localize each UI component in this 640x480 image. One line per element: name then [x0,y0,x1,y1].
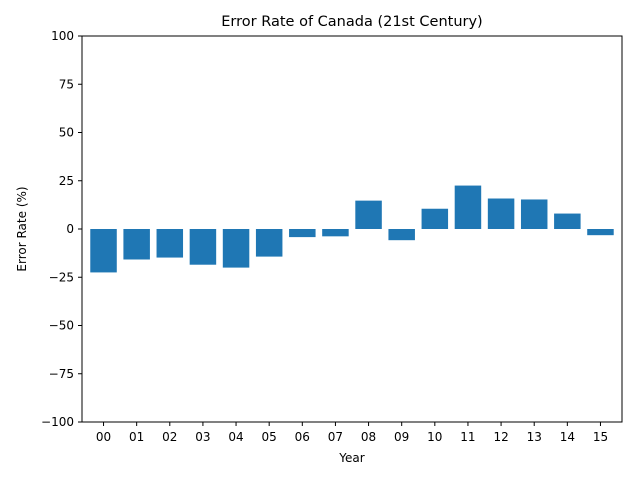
y-tick-label: −75 [49,367,74,381]
x-tick-label: 00 [96,430,111,444]
bar-15 [587,229,614,236]
y-axis-title: Error Rate (%) [15,186,29,271]
y-axis: 100 75 50 25 0 −25 −50 −75 −100 [41,29,82,429]
x-tick-label: 02 [162,430,177,444]
bar-06 [289,229,316,238]
x-tick-label: 03 [195,430,210,444]
bar-09 [388,229,415,241]
bar-13 [520,199,548,229]
x-tick-label: 09 [394,430,409,444]
bar-05 [255,229,283,257]
x-tick-label: 06 [295,430,310,444]
x-tick-label: 13 [527,430,542,444]
y-tick-label: −25 [49,270,74,284]
y-tick-label: 75 [59,77,74,91]
x-tick-label: 08 [361,430,376,444]
bar-07 [322,229,349,237]
x-tick-label: 05 [262,430,277,444]
bar-04 [222,229,250,268]
bar-01 [123,229,150,260]
x-tick-label: 04 [228,430,243,444]
bar-12 [487,198,515,229]
bar-14 [554,213,581,229]
bar-08 [355,200,382,229]
x-axis-title: Year [338,451,364,465]
y-tick-label: 100 [51,29,74,43]
x-tick-label: 01 [129,430,144,444]
x-tick-label: 15 [593,430,608,444]
bar-03 [189,229,217,265]
y-tick-label: −50 [49,319,74,333]
x-tick-label: 14 [560,430,575,444]
bars-group [90,185,614,273]
x-tick-label: 10 [427,430,442,444]
bar-00 [90,229,117,273]
y-tick-label: −100 [41,415,74,429]
x-axis: 00 01 02 03 04 05 06 07 08 09 10 11 12 13 14 15 [96,422,608,444]
x-tick-label: 11 [460,430,475,444]
chart-title: Error Rate of Canada (21st Century) [221,14,482,30]
x-tick-label: 12 [493,430,508,444]
bar-02 [156,229,184,258]
y-tick-label: 25 [59,174,74,188]
bar-10 [421,208,449,229]
bar-11 [454,185,482,229]
x-tick-label: 07 [328,430,343,444]
y-tick-label: 50 [59,126,74,140]
y-tick-label: 0 [66,222,74,236]
